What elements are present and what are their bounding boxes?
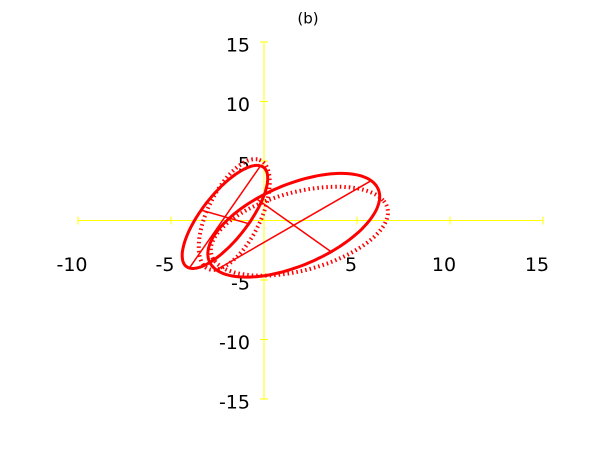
x-tick-label: -5 [156, 254, 175, 276]
minor-axis [200, 209, 249, 225]
y-tick-label: -15 [219, 392, 250, 414]
x-tick-label: 5 [345, 254, 357, 276]
y-tick-label: 10 [226, 94, 250, 116]
y-tick-label: -10 [219, 332, 250, 354]
y-tick-label: 15 [226, 35, 250, 57]
chart-title: (b) [297, 10, 318, 28]
x-tick-label: -10 [56, 254, 87, 276]
x-tick-label: 10 [432, 254, 456, 276]
ellipse [208, 184, 390, 278]
x-tick-label: 15 [525, 254, 549, 276]
minor-axis [255, 198, 332, 253]
